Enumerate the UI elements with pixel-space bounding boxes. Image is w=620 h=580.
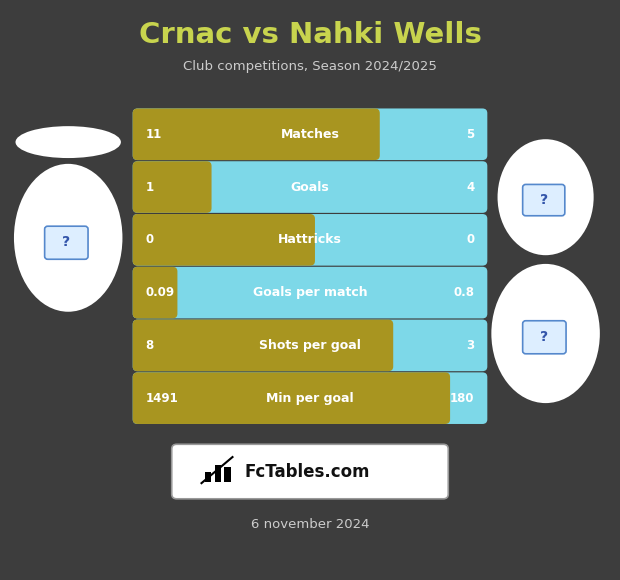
Bar [224, 467, 231, 482]
Text: 8: 8 [146, 339, 154, 352]
FancyBboxPatch shape [133, 161, 487, 213]
FancyBboxPatch shape [133, 108, 487, 160]
Text: Hattricks: Hattricks [278, 233, 342, 246]
Text: Crnac vs Nahki Wells: Crnac vs Nahki Wells [138, 21, 482, 49]
FancyBboxPatch shape [172, 444, 448, 499]
Ellipse shape [16, 126, 121, 158]
Text: 4: 4 [466, 180, 474, 194]
Text: 5: 5 [466, 128, 474, 141]
Text: Club competitions, Season 2024/2025: Club competitions, Season 2024/2025 [183, 60, 437, 73]
Text: 1491: 1491 [146, 392, 179, 405]
FancyBboxPatch shape [133, 161, 211, 213]
FancyBboxPatch shape [523, 184, 565, 216]
FancyBboxPatch shape [133, 108, 380, 160]
Text: 180: 180 [450, 392, 474, 405]
Text: ?: ? [540, 330, 549, 344]
Text: Goals: Goals [291, 180, 329, 194]
Text: 0.09: 0.09 [146, 286, 175, 299]
Text: 0.8: 0.8 [453, 286, 474, 299]
Text: Shots per goal: Shots per goal [259, 339, 361, 352]
Text: 6 november 2024: 6 november 2024 [250, 519, 370, 531]
Text: Matches: Matches [281, 128, 339, 141]
FancyBboxPatch shape [45, 226, 88, 259]
FancyBboxPatch shape [133, 372, 450, 424]
Bar [205, 472, 211, 482]
Text: 0: 0 [146, 233, 154, 246]
Text: Min per goal: Min per goal [266, 392, 354, 405]
FancyBboxPatch shape [133, 320, 487, 371]
Text: 3: 3 [466, 339, 474, 352]
FancyBboxPatch shape [133, 214, 487, 266]
Ellipse shape [497, 139, 594, 255]
FancyBboxPatch shape [133, 372, 487, 424]
Bar [215, 465, 221, 482]
Text: ?: ? [62, 235, 71, 249]
FancyBboxPatch shape [133, 214, 315, 266]
Text: 0: 0 [466, 233, 474, 246]
FancyBboxPatch shape [133, 267, 177, 318]
FancyBboxPatch shape [523, 321, 566, 354]
Ellipse shape [14, 164, 123, 312]
Text: Goals per match: Goals per match [253, 286, 367, 299]
Text: ?: ? [539, 193, 548, 207]
Ellipse shape [491, 264, 600, 403]
Text: 11: 11 [146, 128, 162, 141]
FancyBboxPatch shape [133, 267, 487, 318]
Text: 1: 1 [146, 180, 154, 194]
Text: FcTables.com: FcTables.com [245, 462, 370, 481]
FancyBboxPatch shape [133, 320, 393, 371]
